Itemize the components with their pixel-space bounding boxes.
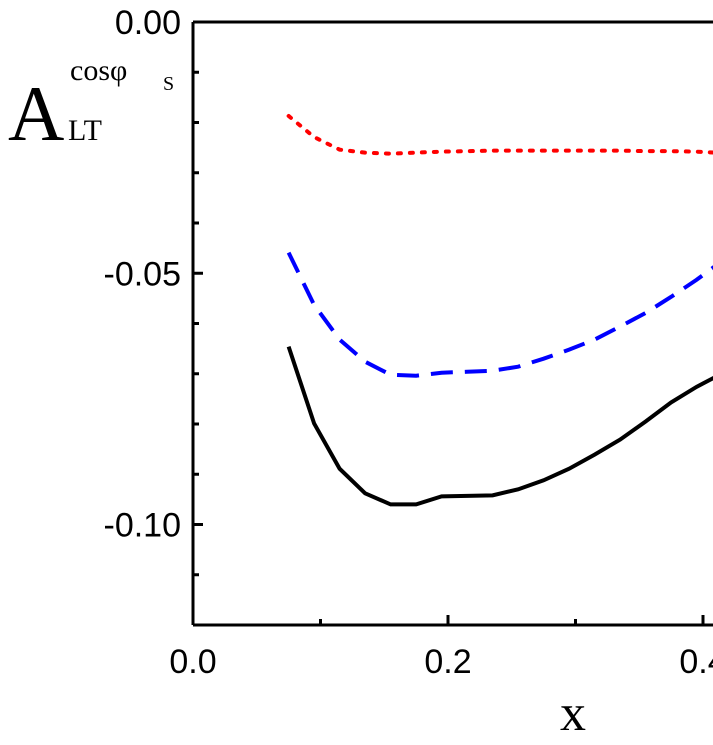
- plot-area: [286, 113, 713, 507]
- x-tick-label: 0.2: [424, 643, 471, 681]
- y-label-main: A: [8, 70, 64, 157]
- x-tick-label: 0.4: [679, 643, 713, 681]
- data-line: [286, 113, 713, 156]
- x-label: x: [560, 685, 586, 742]
- data-line: [286, 345, 713, 507]
- y-tick-label: -0.05: [104, 255, 182, 293]
- y-tick-label: 0.00: [115, 4, 181, 42]
- x-tick-label: 0.0: [169, 643, 216, 681]
- y-label-sup: cosφ: [70, 54, 127, 87]
- y-label-sup-sub: S: [163, 73, 174, 95]
- y-tick-label: -0.10: [104, 507, 182, 545]
- data-line: [286, 251, 713, 378]
- y-label-sub: LT: [68, 114, 102, 147]
